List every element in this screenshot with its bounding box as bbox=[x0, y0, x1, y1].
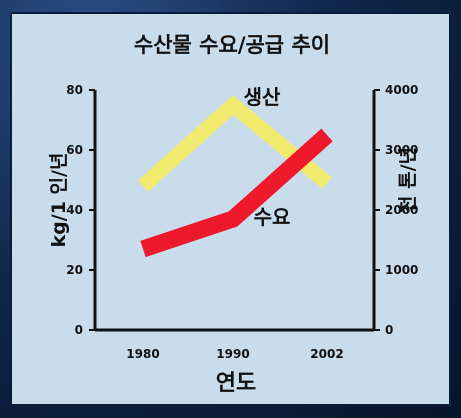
left-tick-label: 60 bbox=[66, 143, 83, 157]
left-tick-label: 0 bbox=[75, 323, 83, 337]
x-tick-label: 1990 bbox=[216, 347, 249, 361]
left-axis-ticks: 0 20 40 60 80 bbox=[66, 83, 95, 337]
x-axis-label: 연도 bbox=[216, 371, 256, 396]
right-tick-label: 0 bbox=[385, 323, 393, 337]
right-tick-label: 4000 bbox=[385, 83, 418, 97]
x-tick-label: 2002 bbox=[310, 347, 343, 361]
x-axis-ticks: 1980 1990 2002 bbox=[126, 347, 343, 361]
right-axis-label: 천 톤/년 bbox=[397, 147, 419, 213]
left-axis-label: kg/1 인/년 bbox=[48, 153, 70, 248]
right-tick-label: 3000 bbox=[385, 143, 418, 157]
left-tick-label: 80 bbox=[66, 83, 83, 97]
series-label-production: 생산 bbox=[244, 85, 281, 109]
left-tick-label: 20 bbox=[66, 263, 83, 277]
left-tick-label: 40 bbox=[66, 203, 83, 217]
series-label-demand: 수요 bbox=[254, 205, 291, 229]
right-tick-label: 1000 bbox=[385, 263, 418, 277]
chart-title: 수산물 수요/공급 추이 bbox=[134, 33, 330, 57]
series-line-production bbox=[137, 95, 332, 192]
right-axis-ticks: 0 1000 2000 3000 4000 bbox=[374, 83, 418, 337]
series-line-demand bbox=[140, 128, 333, 258]
x-tick-label: 1980 bbox=[126, 347, 159, 361]
right-tick-label: 2000 bbox=[385, 203, 418, 217]
